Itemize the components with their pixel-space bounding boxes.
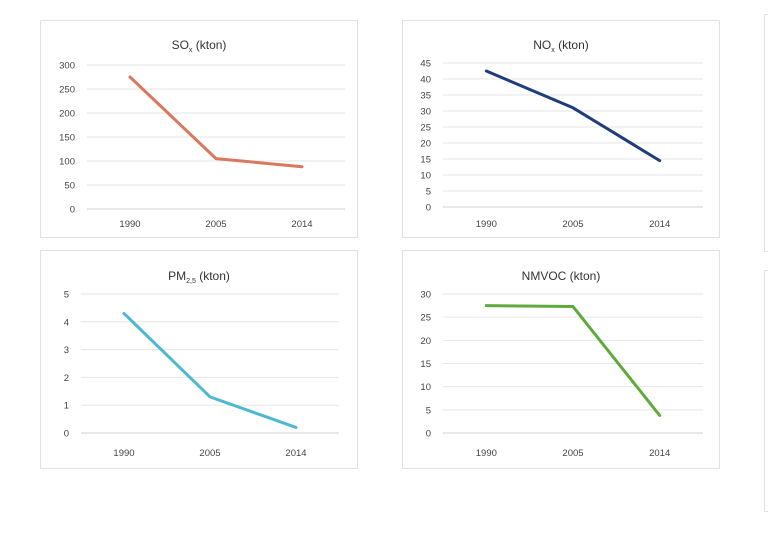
y-tick-label: 20 — [420, 336, 431, 347]
y-tick-label: 30 — [420, 290, 431, 301]
chart-title-main: PM — [168, 269, 186, 283]
chart-title: PM2,5 (kton) — [168, 269, 230, 285]
x-tick-label: 2005 — [199, 448, 220, 459]
chart-title-main: NMVOC — [522, 269, 567, 283]
series-line — [484, 69, 662, 163]
cropped-panel-bottom-right — [764, 270, 768, 512]
x-tick-label: 2014 — [649, 448, 670, 459]
y-tick-label: 0 — [426, 429, 431, 440]
y-tick-label: 25 — [420, 313, 431, 324]
x-tick-label: 2014 — [285, 448, 306, 459]
series-line — [484, 304, 662, 417]
y-tick-label: 25 — [420, 123, 431, 134]
y-tick-label: 150 — [59, 133, 75, 144]
y-tick-label: 250 — [59, 85, 75, 96]
chart-svg-sox: 0 50 100 150 200 250 300 1990 2005 2014 SOx (kton) — [59, 38, 345, 230]
chart-panel-pm25: 0 1 2 3 4 5 1990 2005 2014 PM2,5 (kton) — [40, 250, 358, 469]
y-tick-label: 0 — [70, 205, 75, 216]
chart-title: NMVOC (kton) — [522, 269, 601, 283]
y-tick-label: 50 — [64, 181, 75, 192]
chart-title-subscript: x — [551, 47, 555, 54]
y-tick-label: 10 — [420, 382, 431, 393]
series-line — [128, 75, 304, 169]
y-tick-label: 200 — [59, 109, 75, 120]
y-tick-label: 100 — [59, 157, 75, 168]
y-tick-label: 5 — [426, 187, 431, 198]
x-tick-label: 2005 — [205, 219, 226, 230]
chart-title-unit: (kton) — [555, 38, 589, 52]
chart-panel-nmvoc: 0 5 10 15 20 25 30 1990 2005 2014 NMVOC (kton) — [402, 250, 720, 469]
y-tick-label: 0 — [64, 429, 69, 440]
chart-title: NOx (kton) — [533, 38, 589, 54]
y-tick-label: 5 — [426, 405, 431, 416]
x-tick-label: 2014 — [291, 219, 312, 230]
chart-title-unit: (kton) — [196, 269, 230, 283]
cropped-panel-top-right — [764, 14, 768, 252]
y-tick-label: 5 — [64, 290, 69, 301]
y-tick-label: 300 — [59, 61, 75, 72]
chart-title-main: NO — [533, 38, 551, 52]
y-tick-label: 0 — [426, 203, 431, 214]
x-tick-label: 1990 — [476, 219, 497, 230]
series-line — [122, 311, 298, 429]
chart-title: SOx (kton) — [172, 38, 227, 54]
y-tick-label: 35 — [420, 91, 431, 102]
chart-svg-nox: 0 5 10 15 20 25 30 35 40 45 1990 2005 2014 NOx (kton) — [420, 38, 703, 230]
chart-panel-nox: 0 5 10 15 20 25 30 35 40 45 1990 2005 2014 NOx (kton) — [402, 20, 720, 238]
chart-panel-sox: 0 50 100 150 200 250 300 1990 2005 2014 SOx (kton) — [40, 20, 358, 238]
chart-svg-nmvoc: 0 5 10 15 20 25 30 1990 2005 2014 NMVOC (kton) — [420, 269, 703, 459]
chart-svg-pm25: 0 1 2 3 4 5 1990 2005 2014 PM2,5 (kton) — [64, 269, 339, 459]
chart-title-subscript: 2,5 — [186, 278, 196, 285]
x-tick-label: 2014 — [649, 219, 670, 230]
y-tick-label: 4 — [64, 317, 69, 328]
x-tick-label: 1990 — [113, 448, 134, 459]
chart-title-unit: (kton) — [566, 269, 600, 283]
chart-title-unit: (kton) — [192, 38, 226, 52]
y-tick-label: 10 — [420, 171, 431, 182]
y-tick-label: 45 — [420, 59, 431, 70]
x-tick-label: 1990 — [476, 448, 497, 459]
y-tick-label: 30 — [420, 107, 431, 118]
y-tick-label: 15 — [420, 359, 431, 370]
y-tick-label: 20 — [420, 139, 431, 150]
chart-title-main: SO — [172, 38, 189, 52]
x-tick-label: 2005 — [562, 219, 583, 230]
y-tick-label: 15 — [420, 155, 431, 166]
x-tick-label: 2005 — [562, 448, 583, 459]
y-tick-label: 3 — [64, 345, 69, 356]
y-tick-label: 1 — [64, 401, 69, 412]
chart-title-subscript: x — [189, 47, 193, 54]
y-tick-label: 40 — [420, 75, 431, 86]
y-tick-label: 2 — [64, 373, 69, 384]
x-tick-label: 1990 — [119, 219, 140, 230]
